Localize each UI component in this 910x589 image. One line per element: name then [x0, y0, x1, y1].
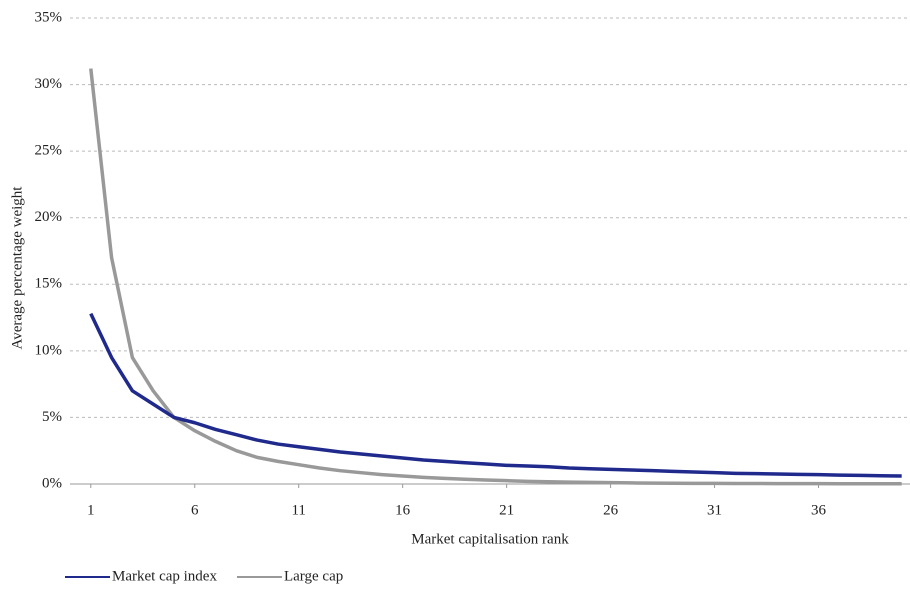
y-tick-label: 35% [35, 9, 63, 25]
x-tick-label: 21 [499, 502, 514, 518]
x-tick-label: 36 [811, 502, 827, 518]
x-tick-label: 11 [291, 502, 305, 518]
legend-label: Market cap index [112, 568, 217, 584]
y-tick-label: 5% [42, 409, 62, 425]
x-tick-label: 1 [87, 502, 95, 518]
series-line [89, 68, 902, 486]
y-tick-label: 20% [35, 209, 63, 225]
x-tick-label: 6 [191, 502, 199, 518]
y-tick-label: 0% [42, 475, 62, 491]
x-tick-label: 31 [707, 502, 722, 518]
y-tick-label: 25% [35, 143, 63, 159]
series-line [89, 312, 902, 478]
x-tick-label: 16 [395, 502, 411, 518]
x-axis-label: Market capitalisation rank [411, 531, 569, 547]
y-axis-label: Average percentage weight [9, 186, 25, 350]
y-tick-label: 30% [35, 76, 63, 92]
y-tick-label: 15% [35, 276, 63, 292]
x-tick-label: 26 [603, 502, 619, 518]
y-tick-label: 10% [35, 342, 63, 358]
legend-label: Large cap [284, 568, 343, 584]
